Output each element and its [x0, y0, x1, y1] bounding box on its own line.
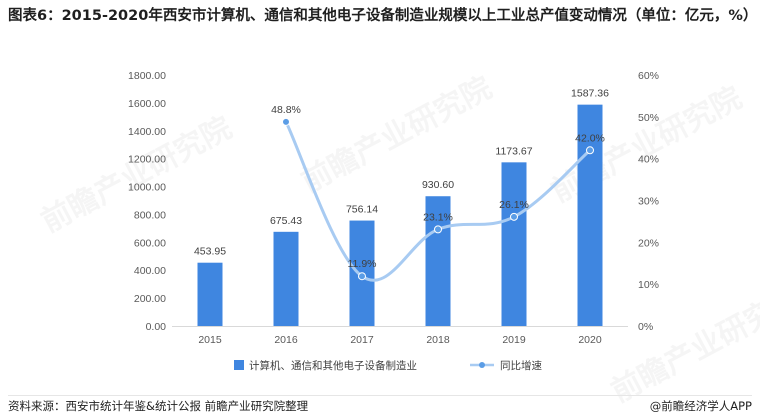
growth-value-label: 48.8%	[271, 104, 301, 116]
bar-value-label: 675.43	[270, 215, 302, 227]
growth-point	[282, 117, 290, 126]
y-left-tick-label: 200.00	[134, 293, 166, 305]
x-tick-label: 2015	[198, 334, 222, 346]
y-left-tick-label: 1000.00	[128, 182, 166, 194]
y-left-tick-label: 800.00	[134, 209, 166, 221]
growth-value-label: 42.0%	[575, 132, 605, 144]
growth-value-label: 26.1%	[499, 199, 529, 211]
bar	[273, 231, 299, 326]
growth-point	[510, 212, 518, 221]
y-right-tick-label: 40%	[638, 154, 659, 166]
growth-value-label: 23.1%	[423, 211, 453, 223]
y-right-tick-label: 30%	[638, 196, 659, 208]
growth-point	[586, 146, 594, 155]
growth-point	[434, 225, 442, 234]
brand-credit: @前瞻经济学人APP	[649, 399, 752, 413]
source-note: 资料来源：西安市统计年鉴&统计公报 前瞻产业研究院整理	[8, 399, 309, 413]
growth-value-label: 11.9%	[348, 258, 377, 270]
legend-line-label: 同比增速	[500, 359, 542, 372]
y-axis-right: 0% 10% 20% 30% 40% 50% 60%	[638, 70, 659, 333]
y-right-tick-label: 20%	[638, 237, 659, 249]
y-left-tick-label: 600.00	[134, 237, 166, 249]
legend-bar-label: 计算机、通信和其他电子设备制造业	[249, 359, 417, 372]
y-left-tick-label: 1800.00	[128, 70, 166, 82]
legend: 计算机、通信和其他电子设备制造业 同比增速	[234, 359, 542, 372]
x-axis: 2015 2016 2017 2018 2019 2020	[172, 326, 628, 346]
x-tick-label: 2016	[274, 334, 298, 346]
bar-value-label: 453.95	[194, 246, 226, 258]
bar-value-label: 930.60	[422, 179, 454, 191]
x-tick-label: 2018	[426, 334, 450, 346]
x-tick-label: 2020	[578, 334, 602, 346]
bar-value-label: 1173.67	[495, 145, 532, 157]
y-right-tick-label: 60%	[638, 70, 659, 82]
bar-value-label: 756.14	[346, 204, 378, 216]
line-series: 48.8% 11.9% 23.1% 26.1% 42.0%	[271, 104, 605, 282]
y-right-tick-label: 50%	[638, 112, 659, 124]
y-right-tick-label: 0%	[638, 321, 653, 333]
legend-bar-swatch	[234, 360, 244, 370]
bar	[197, 262, 223, 326]
bar	[501, 162, 527, 326]
bar	[577, 104, 603, 327]
growth-line	[284, 121, 591, 282]
legend-line-marker	[479, 362, 485, 368]
y-right-tick-label: 10%	[638, 279, 659, 291]
footer: 资料来源：西安市统计年鉴&统计公报 前瞻产业研究院整理 @前瞻经济学人APP	[8, 395, 752, 415]
y-left-tick-label: 0.00	[146, 321, 167, 333]
y-left-tick-label: 1600.00	[128, 98, 166, 110]
y-axis-left: 0.00 200.00 400.00 600.00 800.00 1000.00 1200.…	[128, 70, 166, 333]
chart-title: 图表6：2015-2020年西安市计算机、通信和其他电子设备制造业规模以上工业总…	[8, 8, 758, 24]
y-left-tick-label: 1400.00	[128, 126, 166, 138]
y-left-tick-label: 1200.00	[128, 154, 166, 166]
bar-series: 453.95 675.43 756.14 930.60 1173.67 1587.36	[194, 88, 609, 327]
x-tick-label: 2017	[350, 334, 374, 346]
y-left-tick-label: 400.00	[134, 265, 166, 277]
bar	[425, 196, 451, 326]
bar-value-label: 1587.36	[571, 88, 609, 100]
growth-point	[358, 272, 366, 281]
x-tick-label: 2019	[502, 334, 526, 346]
